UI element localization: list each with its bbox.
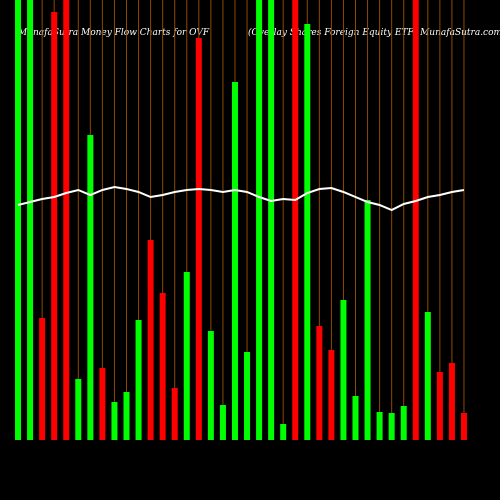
chart-subtitle: (Overlay Shares Foreign Equity ETF) Muna… xyxy=(248,27,500,38)
bar xyxy=(280,424,287,440)
bar xyxy=(15,0,22,440)
bar xyxy=(448,363,455,440)
bar xyxy=(183,272,190,440)
bar xyxy=(304,24,311,440)
bar xyxy=(340,300,347,440)
bar xyxy=(316,326,323,440)
bar xyxy=(352,396,359,440)
bar xyxy=(412,0,419,440)
bar xyxy=(123,392,130,440)
bar xyxy=(424,312,431,440)
bar xyxy=(63,0,70,440)
bar xyxy=(135,320,142,440)
bar xyxy=(364,200,371,440)
bar xyxy=(400,406,407,440)
bar xyxy=(292,0,299,440)
bar xyxy=(147,240,154,440)
bar xyxy=(51,12,58,440)
bar xyxy=(231,82,238,440)
bar xyxy=(27,0,34,440)
bar xyxy=(436,372,443,440)
bar xyxy=(388,413,395,440)
bar xyxy=(39,318,46,440)
bar xyxy=(460,413,467,440)
bar xyxy=(111,402,118,440)
bar xyxy=(159,293,166,440)
price-line xyxy=(17,185,465,212)
bar xyxy=(195,38,202,440)
bar xyxy=(376,412,383,440)
bar xyxy=(87,135,94,440)
bar xyxy=(75,379,82,440)
bar xyxy=(268,0,275,440)
bar xyxy=(219,405,226,440)
bar xyxy=(207,331,214,440)
bar xyxy=(328,350,335,440)
chart-title: MunafaSutra Money Flow Charts for OVF xyxy=(17,28,210,38)
bar xyxy=(99,368,106,440)
bar xyxy=(256,0,263,440)
bar xyxy=(244,352,251,440)
bar xyxy=(171,388,178,440)
